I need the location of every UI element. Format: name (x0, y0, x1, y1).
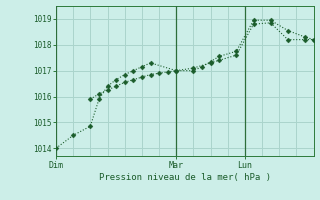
X-axis label: Pression niveau de la mer( hPa ): Pression niveau de la mer( hPa ) (99, 173, 271, 182)
